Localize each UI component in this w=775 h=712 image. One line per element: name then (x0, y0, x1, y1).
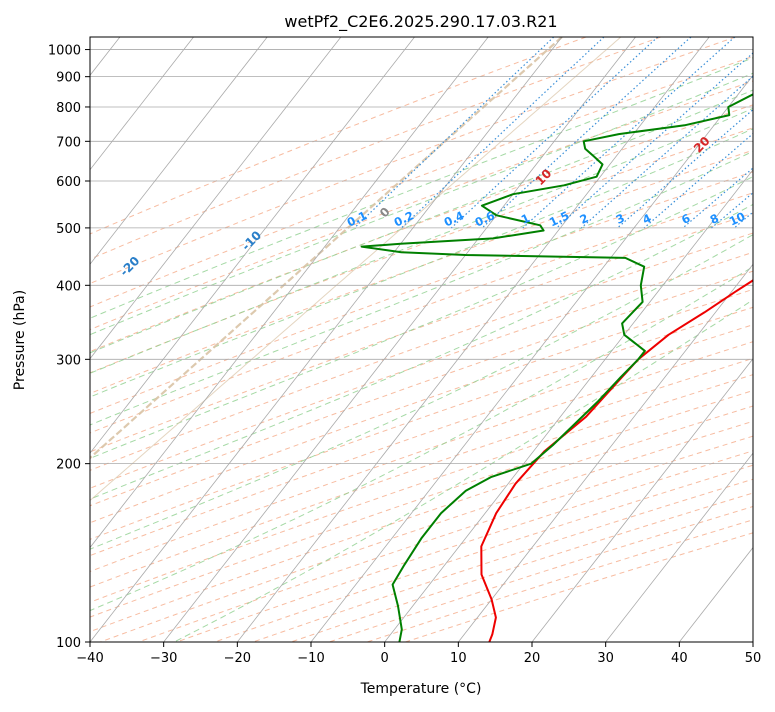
y-tick-label: 500 (56, 222, 81, 237)
x-tick-label: 40 (671, 651, 688, 666)
x-tick-label: −30 (150, 651, 177, 666)
y-tick-label: 200 (56, 458, 81, 473)
y-tick-label: 400 (56, 279, 81, 294)
y-tick-label: 1000 (48, 44, 81, 59)
x-tick-label: 0 (381, 651, 389, 666)
x-axis-label: Temperature (°C) (360, 681, 482, 697)
x-tick-label: −20 (224, 651, 251, 666)
y-tick-label: 100 (56, 636, 81, 651)
y-tick-label: 800 (56, 101, 81, 116)
x-tick-label: 20 (524, 651, 541, 666)
x-tick-label: −40 (76, 651, 103, 666)
y-tick-label: 900 (56, 71, 81, 86)
x-tick-label: −10 (297, 651, 324, 666)
chart-title: wetPf2_C2E6.2025.290.17.03.R21 (284, 12, 557, 32)
x-tick-label: 10 (450, 651, 467, 666)
y-axis-label: Pressure (hPa) (12, 290, 28, 390)
y-tick-label: 300 (56, 353, 81, 368)
y-tick-label: 600 (56, 175, 81, 190)
x-tick-label: 30 (597, 651, 614, 666)
x-tick-label: 50 (745, 651, 762, 666)
y-tick-label: 700 (56, 135, 81, 150)
